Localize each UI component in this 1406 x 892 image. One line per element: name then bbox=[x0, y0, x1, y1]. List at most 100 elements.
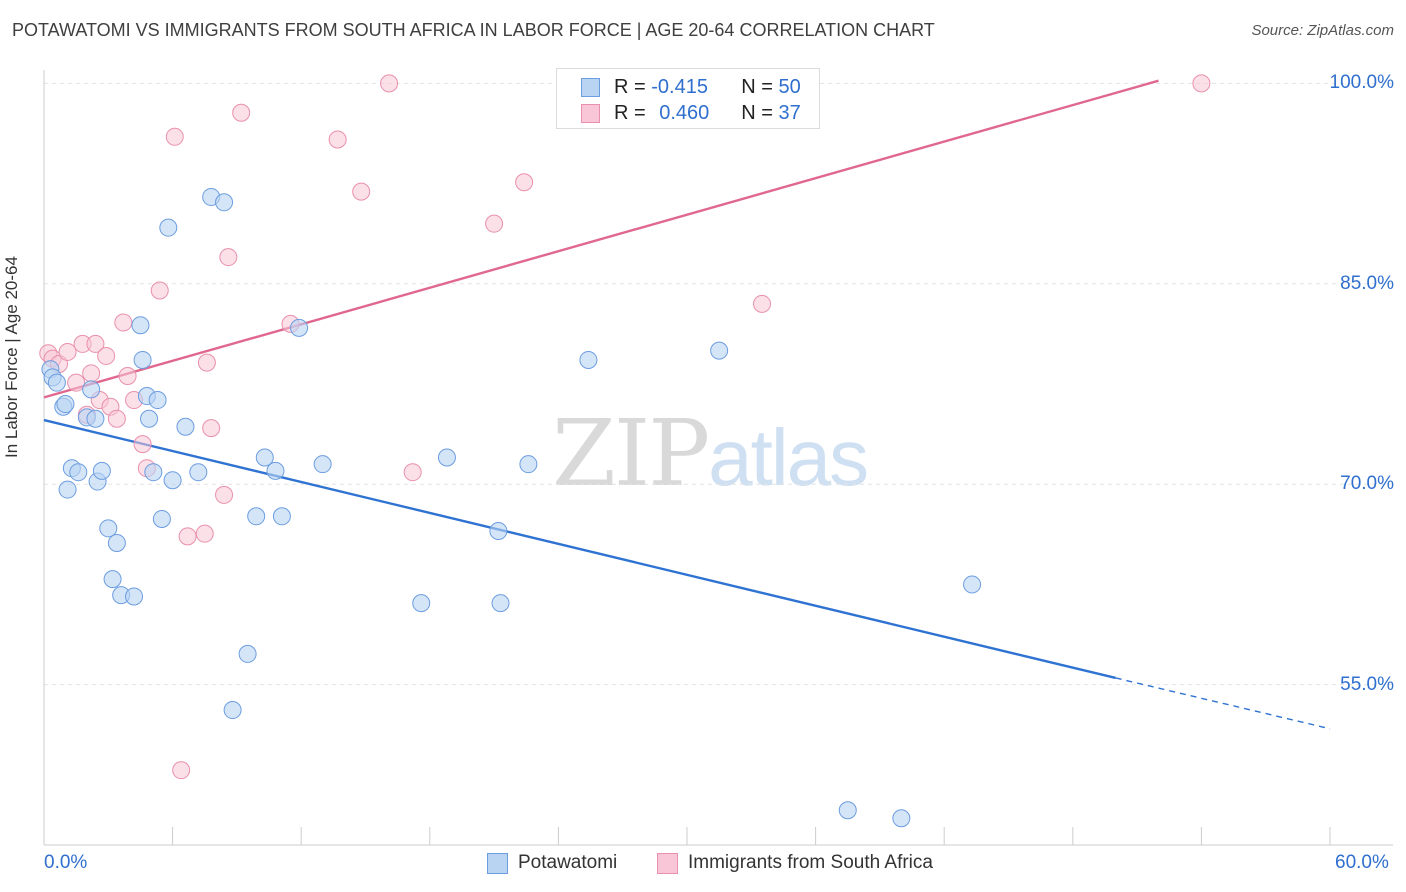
point-potawatomi bbox=[69, 463, 88, 482]
point-potawatomi bbox=[56, 395, 75, 414]
y-tick-label: 85.0% bbox=[1340, 272, 1394, 294]
point-immigrants bbox=[380, 74, 399, 93]
point-potawatomi bbox=[579, 350, 598, 369]
point-potawatomi bbox=[140, 409, 159, 428]
legend-r-label: R = bbox=[614, 75, 646, 98]
watermark: ZIPatlas bbox=[552, 400, 869, 507]
x-tick-label-min: 0.0% bbox=[44, 852, 88, 873]
axes bbox=[43, 70, 1393, 846]
point-potawatomi bbox=[215, 193, 234, 212]
point-potawatomi bbox=[313, 455, 332, 474]
point-potawatomi bbox=[107, 534, 126, 553]
x-tick-label-max: 60.0% bbox=[1335, 852, 1389, 873]
point-immigrants bbox=[82, 364, 101, 383]
point-immigrants bbox=[133, 435, 152, 454]
point-potawatomi bbox=[131, 316, 150, 335]
point-potawatomi bbox=[82, 380, 101, 399]
point-potawatomi bbox=[290, 318, 309, 337]
point-potawatomi bbox=[163, 471, 182, 490]
point-potawatomi bbox=[92, 461, 111, 480]
point-immigrants bbox=[352, 182, 371, 201]
point-potawatomi bbox=[159, 218, 178, 237]
point-immigrants bbox=[97, 346, 116, 365]
y-axis-label: In Labor Force | Age 20-64 bbox=[2, 256, 21, 458]
legend-item-immigrants: Immigrants from South Africa bbox=[657, 852, 933, 874]
legend-swatch-blue bbox=[581, 77, 600, 97]
legend-label-immigrants: Immigrants from South Africa bbox=[688, 852, 933, 873]
legend-r-label: R = bbox=[614, 101, 646, 124]
legend-n-value: 50 bbox=[778, 75, 801, 98]
point-immigrants bbox=[753, 294, 772, 313]
point-potawatomi bbox=[838, 801, 857, 820]
point-potawatomi bbox=[148, 391, 167, 410]
point-immigrants bbox=[515, 173, 534, 192]
point-immigrants bbox=[114, 313, 133, 332]
legend-label-potawatomi: Potawatomi bbox=[518, 852, 618, 873]
point-immigrants bbox=[202, 419, 221, 438]
grid-lines bbox=[44, 82, 1395, 686]
legend-n-label: N = bbox=[741, 75, 773, 98]
legend-swatch-pink bbox=[657, 852, 678, 874]
point-immigrants bbox=[1192, 74, 1211, 93]
legend-n-value: 37 bbox=[778, 101, 801, 124]
legend-swatch-blue bbox=[487, 852, 508, 874]
point-potawatomi bbox=[86, 409, 105, 428]
point-immigrants bbox=[150, 281, 169, 300]
point-immigrants bbox=[232, 103, 251, 122]
point-immigrants bbox=[67, 373, 86, 392]
point-immigrants bbox=[485, 214, 504, 233]
point-potawatomi bbox=[133, 350, 152, 369]
point-potawatomi bbox=[189, 463, 208, 482]
point-immigrants bbox=[403, 463, 422, 482]
point-potawatomi bbox=[266, 461, 285, 480]
point-immigrants bbox=[118, 366, 137, 385]
point-potawatomi bbox=[272, 507, 291, 526]
point-potawatomi bbox=[489, 521, 508, 540]
chart-title: POTAWATOMI VS IMMIGRANTS FROM SOUTH AFRI… bbox=[12, 20, 935, 40]
point-potawatomi bbox=[223, 701, 242, 720]
point-potawatomi bbox=[103, 570, 122, 589]
watermark-atlas: atlas bbox=[708, 413, 869, 502]
point-potawatomi bbox=[412, 594, 431, 613]
point-potawatomi bbox=[437, 448, 456, 467]
point-potawatomi bbox=[144, 463, 163, 482]
point-potawatomi bbox=[710, 341, 729, 360]
series-immigrants-points bbox=[39, 74, 1211, 780]
point-potawatomi bbox=[125, 587, 144, 606]
series-potawatomi-points bbox=[41, 187, 982, 828]
trend-line-potawatomi bbox=[43, 418, 1116, 680]
point-potawatomi bbox=[491, 594, 510, 613]
trend-line-immigrants bbox=[43, 79, 1159, 399]
point-potawatomi bbox=[519, 455, 538, 474]
trend-line-potawatomi-extension bbox=[1115, 677, 1331, 730]
legend-r-value: 0.460 bbox=[659, 101, 710, 124]
point-potawatomi bbox=[892, 809, 911, 828]
legend-row-potawatomi: R = -0.415 N = 50 bbox=[581, 75, 801, 99]
point-immigrants bbox=[328, 130, 347, 149]
y-tick-label: 100.0% bbox=[1329, 72, 1394, 94]
point-immigrants bbox=[86, 334, 105, 353]
point-potawatomi bbox=[152, 509, 171, 528]
correlation-legend: R = -0.415 N = 50 R = 0.460 N = 37 bbox=[556, 68, 820, 129]
y-tick-label: 55.0% bbox=[1340, 673, 1394, 695]
point-immigrants bbox=[107, 409, 126, 428]
point-potawatomi bbox=[176, 417, 195, 436]
trend-lines bbox=[43, 79, 1331, 730]
point-potawatomi bbox=[247, 507, 266, 526]
point-potawatomi bbox=[255, 448, 274, 467]
point-immigrants bbox=[215, 485, 234, 504]
point-potawatomi bbox=[99, 519, 118, 538]
legend-row-immigrants: R = 0.460 N = 37 bbox=[581, 101, 801, 125]
point-immigrants bbox=[178, 527, 197, 546]
point-immigrants bbox=[172, 761, 191, 780]
point-immigrants bbox=[219, 248, 238, 267]
legend-item-potawatomi: Potawatomi bbox=[487, 852, 617, 874]
legend-n-label: N = bbox=[741, 101, 773, 124]
legend-swatch-pink bbox=[581, 103, 600, 123]
series-legend: Potawatomi Immigrants from South Africa bbox=[0, 852, 1406, 876]
point-immigrants bbox=[197, 353, 216, 372]
source-credit: Source: ZipAtlas.com bbox=[1251, 22, 1394, 39]
point-potawatomi bbox=[58, 480, 77, 499]
watermark-zip: ZIP bbox=[552, 400, 710, 507]
